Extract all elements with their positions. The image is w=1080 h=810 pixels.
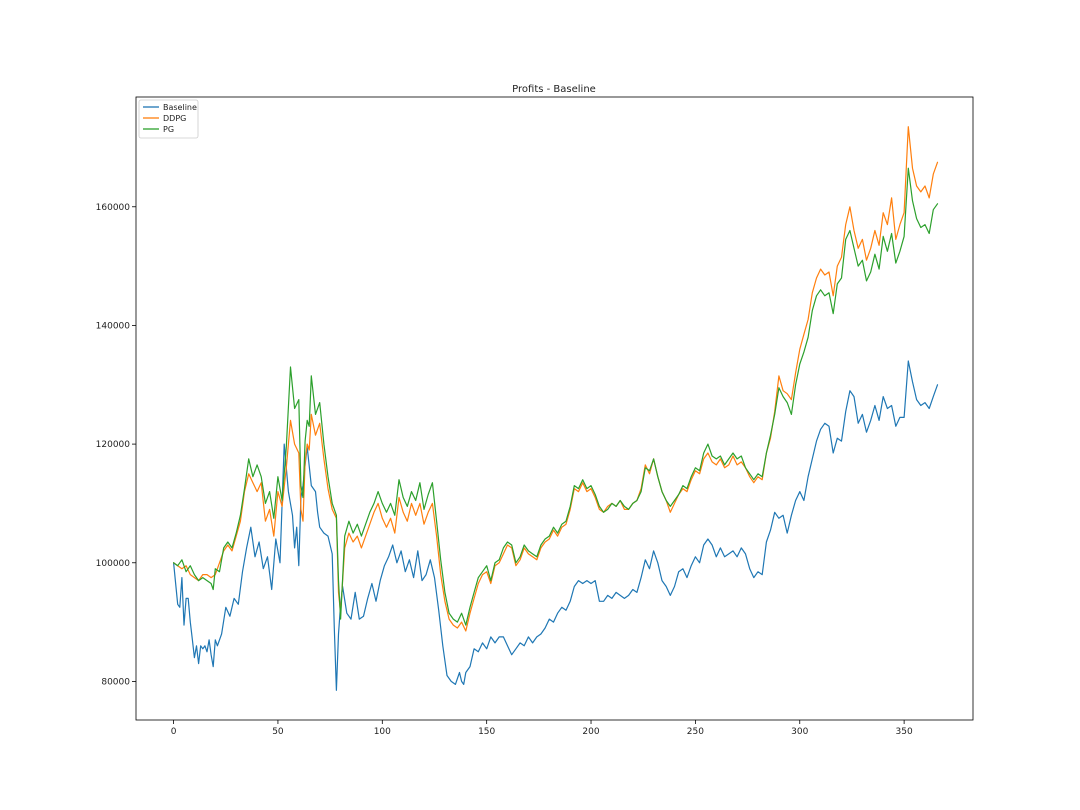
y-tick-label: 160000 (96, 203, 131, 213)
plot-area (135, 96, 974, 721)
y-tick-label: 80000 (101, 677, 130, 687)
y-axis: 80000 100000 120000 140000 160000 (96, 203, 136, 687)
x-tick-label: 300 (791, 727, 808, 737)
series-line-baseline (173, 360, 939, 691)
chart-title: Profits - Baseline (512, 84, 596, 95)
legend-label-ddpg: DDPG (163, 114, 186, 123)
series-line-ddpg (173, 126, 939, 632)
legend-label-pg: PG (163, 125, 174, 134)
y-tick-label: 120000 (96, 440, 131, 450)
x-tick-label: 250 (687, 727, 704, 737)
y-tick-label: 100000 (96, 559, 131, 569)
x-tick-label: 50 (272, 727, 284, 737)
x-tick-label: 100 (374, 727, 391, 737)
x-tick-label: 200 (582, 727, 599, 737)
x-tick-label: 150 (478, 727, 495, 737)
x-tick-label: 350 (896, 727, 913, 737)
x-axis: 0 50 100 150 200 250 300 350 (171, 720, 913, 737)
plot-frame (135, 96, 974, 721)
y-tick-label: 140000 (96, 321, 131, 331)
x-tick-label: 0 (171, 727, 177, 737)
legend-label-baseline: Baseline (163, 103, 197, 112)
series-lines (173, 126, 939, 691)
legend: Baseline DDPG PG (138, 99, 199, 139)
series-line-pg (173, 167, 939, 626)
